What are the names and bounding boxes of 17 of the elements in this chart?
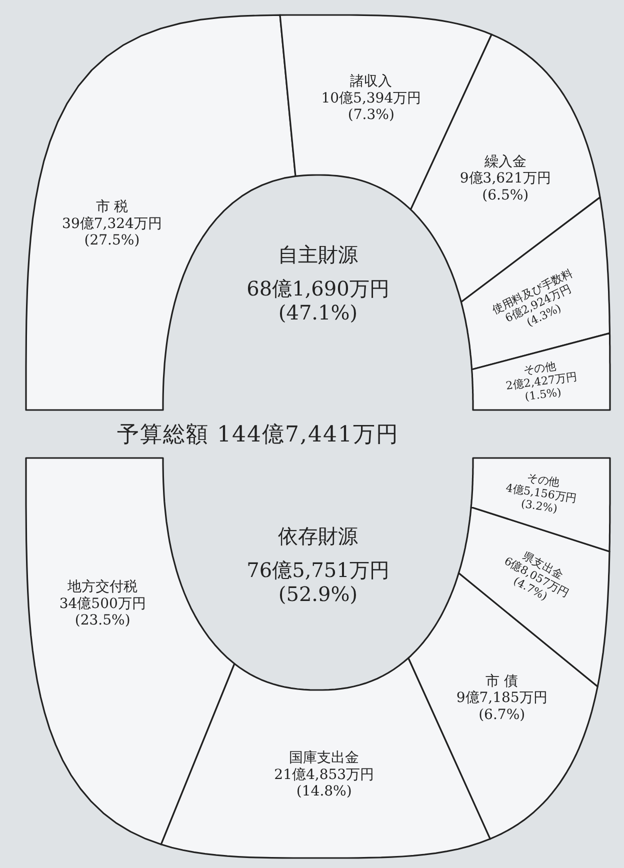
data-label: 21億4,853万円 (14.8%)	[274, 766, 374, 800]
text: 予算総額 144億7,441万円	[117, 422, 399, 448]
category-label: 市 税	[96, 198, 128, 215]
text: 68億1,690万円 (47.1%)	[246, 276, 390, 324]
category-label: 諸収入	[350, 74, 392, 90]
data-label: 39億7,324万円 (27.5%)	[62, 216, 162, 249]
text: 依存財源	[278, 524, 358, 548]
data-label: 9億3,621万円 (6.5%)	[460, 170, 551, 204]
data-label: 9億7,185万円 (6.7%)	[456, 690, 548, 724]
category-label: 国庫支出金	[289, 750, 360, 766]
category-label: 地方交付税	[66, 579, 138, 596]
text: 自主財源	[278, 242, 358, 266]
category-label: 市 債	[486, 673, 518, 690]
data-label: 34億500万円 (23.5%)	[59, 596, 146, 629]
text: 76億5,751万円 (52.9%)	[246, 558, 390, 606]
category-label: 繰入金	[483, 154, 526, 170]
data-label: 10億5,394万円 (7.3%)	[321, 90, 422, 124]
